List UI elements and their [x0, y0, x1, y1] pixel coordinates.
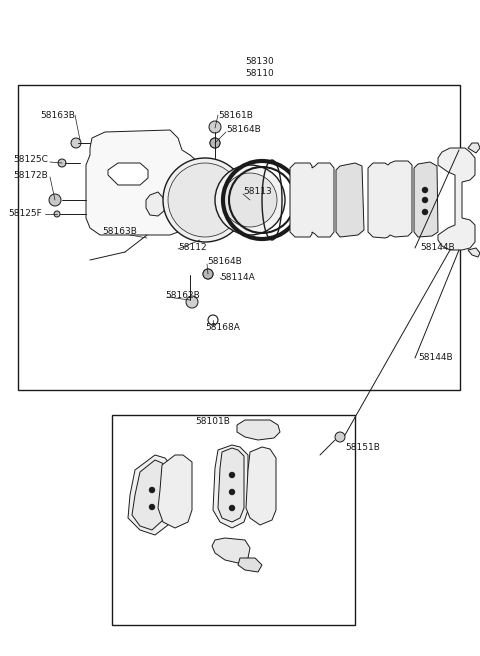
Text: 58114A: 58114A — [220, 272, 255, 281]
Text: 58164B: 58164B — [207, 258, 242, 266]
Text: 58168A: 58168A — [205, 323, 240, 333]
Text: 58164B: 58164B — [226, 125, 261, 134]
Circle shape — [422, 187, 428, 193]
Polygon shape — [368, 161, 412, 238]
Polygon shape — [468, 248, 480, 257]
Circle shape — [149, 487, 155, 493]
Text: 58113: 58113 — [243, 188, 272, 197]
Circle shape — [210, 138, 220, 148]
Circle shape — [229, 472, 235, 478]
Polygon shape — [108, 163, 148, 185]
Bar — [112, 415, 355, 625]
Polygon shape — [336, 163, 364, 237]
Text: 58151B: 58151B — [345, 443, 380, 453]
Polygon shape — [237, 420, 280, 440]
Text: 58125F: 58125F — [8, 209, 42, 218]
Polygon shape — [438, 148, 475, 250]
Circle shape — [49, 194, 61, 206]
Polygon shape — [414, 162, 438, 237]
Circle shape — [163, 158, 247, 242]
Polygon shape — [86, 130, 200, 235]
Text: 58162B: 58162B — [165, 291, 200, 300]
Text: 58112: 58112 — [178, 243, 206, 251]
Text: 58125C: 58125C — [13, 155, 48, 165]
Text: 58130: 58130 — [246, 58, 275, 66]
Circle shape — [422, 209, 428, 215]
Circle shape — [71, 138, 81, 148]
Polygon shape — [238, 558, 262, 572]
Circle shape — [223, 173, 277, 227]
Circle shape — [168, 163, 242, 237]
Polygon shape — [146, 192, 165, 216]
Circle shape — [203, 269, 213, 279]
Circle shape — [210, 138, 220, 148]
Text: 58110: 58110 — [246, 70, 275, 79]
Polygon shape — [212, 538, 250, 563]
Polygon shape — [290, 163, 334, 237]
Circle shape — [149, 504, 155, 510]
Polygon shape — [128, 455, 173, 535]
Circle shape — [58, 159, 66, 167]
Circle shape — [209, 121, 221, 133]
Text: 58144B: 58144B — [420, 243, 455, 253]
Bar — [18, 85, 460, 390]
Polygon shape — [468, 143, 480, 153]
Circle shape — [229, 489, 235, 495]
Circle shape — [186, 296, 198, 308]
Polygon shape — [246, 447, 276, 525]
Circle shape — [54, 211, 60, 217]
Circle shape — [335, 432, 345, 442]
Text: 58172B: 58172B — [13, 171, 48, 180]
Text: 58163B: 58163B — [102, 228, 137, 237]
Polygon shape — [218, 448, 244, 522]
Text: 58161B: 58161B — [218, 110, 253, 119]
Text: 58101B: 58101B — [195, 417, 230, 426]
Circle shape — [208, 315, 218, 325]
Circle shape — [422, 197, 428, 203]
Text: 58163B: 58163B — [40, 110, 75, 119]
Text: 58144B: 58144B — [418, 354, 453, 363]
Circle shape — [229, 505, 235, 511]
Circle shape — [215, 165, 285, 235]
Polygon shape — [158, 455, 192, 528]
Polygon shape — [213, 445, 248, 528]
Circle shape — [203, 269, 213, 279]
Polygon shape — [132, 460, 168, 530]
